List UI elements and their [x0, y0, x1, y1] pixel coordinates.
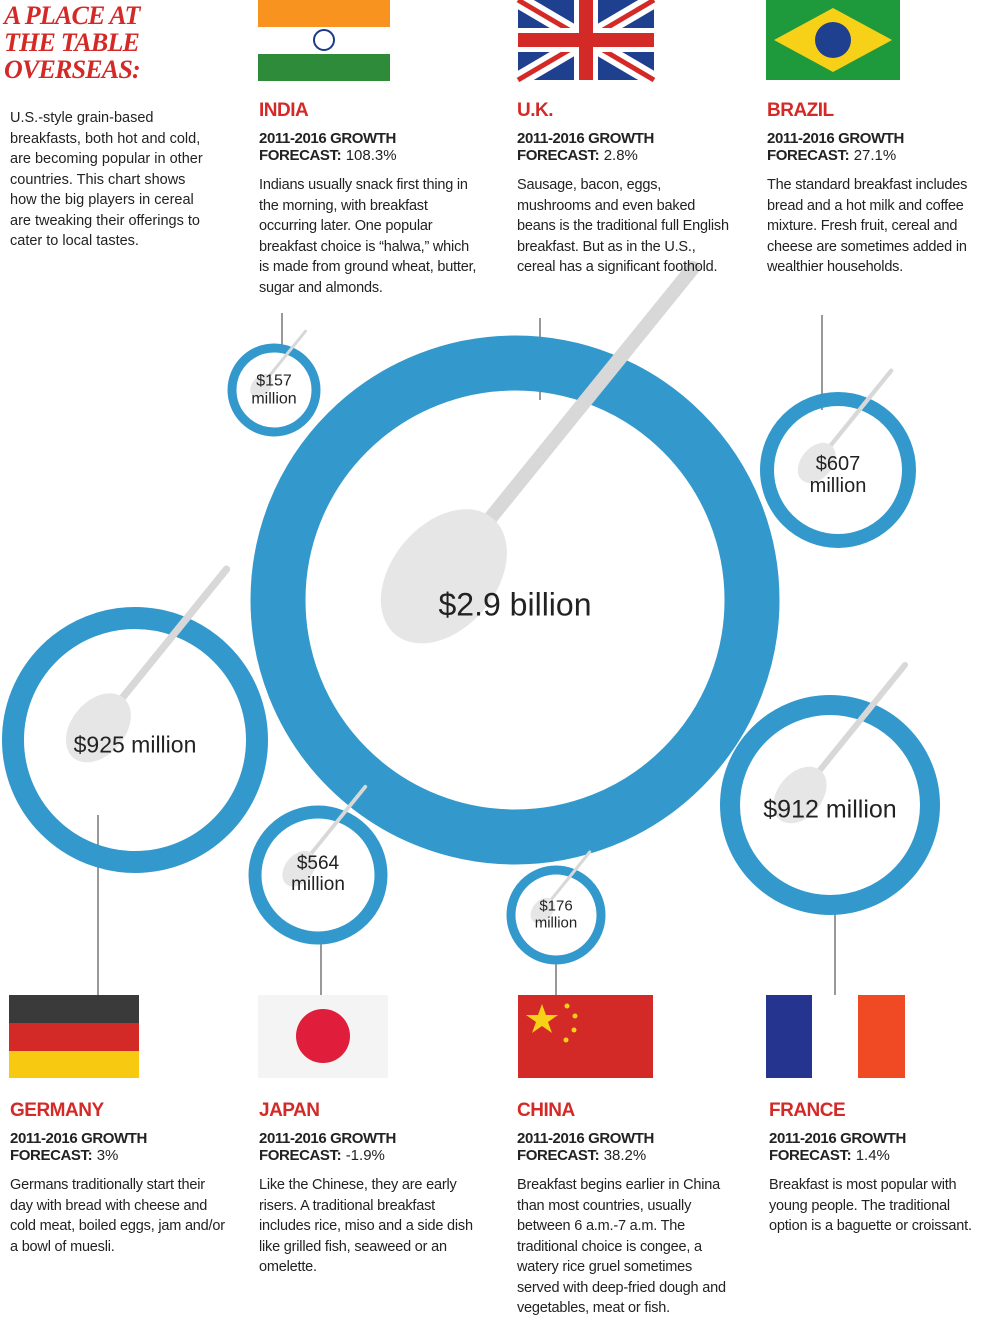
forecast-label: FORECAST: — [10, 1147, 93, 1164]
growth-label: 2011-2016 GROWTH — [10, 1130, 147, 1147]
flag-india — [258, 0, 390, 81]
ring — [250, 335, 780, 865]
description: Sausage, bacon, eggs, mushrooms and even… — [517, 177, 729, 275]
description: Germans traditionally start their day wi… — [10, 1177, 225, 1255]
flag-uk — [513, 0, 659, 87]
spoon-bowl — [282, 850, 316, 887]
country-name: GERMANY — [10, 1100, 104, 1121]
forecast-line: FORECAST: 38.2% — [517, 1147, 735, 1165]
forecast-line: FORECAST: 2.8% — [517, 147, 735, 165]
forecast-label: FORECAST: — [769, 1147, 852, 1164]
market-size: $607 million — [809, 453, 867, 497]
forecast-value: 2.8% — [603, 147, 638, 164]
flag-china — [518, 995, 653, 1078]
growth-label: 2011-2016 GROWTH — [517, 1130, 654, 1147]
forecast-label: FORECAST: — [259, 147, 342, 164]
country-block: GERMANY 2011-2016 GROWTH FORECAST: 3% Germa… — [10, 1100, 228, 1257]
market-size: $564 million — [291, 853, 345, 895]
country-block: U.K. 2011-2016 GROWTH FORECAST: 2.8% Sausag… — [517, 100, 735, 278]
ring — [720, 695, 940, 915]
description: Like the Chinese, they are early risers.… — [259, 1177, 473, 1275]
spoon-bowl — [530, 897, 555, 924]
country-block: JAPAN 2011-2016 GROWTH FORECAST: -1.9% Like… — [259, 1100, 477, 1278]
country-block: BRAZIL 2011-2016 GROWTH FORECAST: 27.1% The… — [767, 100, 985, 278]
country-name: U.K. — [517, 100, 554, 121]
country-name: CHINA — [517, 1100, 575, 1121]
description: The standard breakfast includes bread an… — [767, 177, 968, 275]
growth-label: 2011-2016 GROWTH — [517, 130, 654, 147]
country-block: CHINA 2011-2016 GROWTH FORECAST: 38.2% Brea… — [517, 1100, 735, 1319]
growth-label: 2011-2016 GROWTH — [259, 130, 396, 147]
spoon-handle — [484, 261, 700, 525]
market-size: $157 million — [251, 372, 297, 407]
forecast-line: FORECAST: 3% — [10, 1147, 228, 1165]
forecast-value: 108.3% — [345, 147, 397, 164]
flag-brazil — [766, 0, 900, 80]
forecast-value: 27.1% — [853, 147, 897, 164]
flag-germany — [9, 995, 139, 1078]
forecast-line: FORECAST: 27.1% — [767, 147, 985, 165]
market-size: $176 million — [534, 897, 578, 931]
country-block: INDIA 2011-2016 GROWTH FORECAST: 108.3% Ind… — [259, 100, 477, 298]
growth-label: 2011-2016 GROWTH — [769, 1130, 906, 1147]
country-name: BRAZIL — [767, 100, 834, 121]
country-name: INDIA — [259, 100, 309, 121]
forecast-value: 38.2% — [603, 1147, 647, 1164]
spoon-handle — [550, 850, 592, 901]
forecast-label: FORECAST: — [517, 1147, 600, 1164]
spoon-handle — [817, 662, 908, 773]
spoon-bowl — [250, 373, 273, 398]
spoon-handle — [119, 565, 231, 701]
spoon-bowl — [773, 766, 827, 824]
country-name: FRANCE — [769, 1100, 846, 1121]
intro: U.S.-style grain-based breakfasts, both … — [10, 110, 203, 249]
ring — [227, 343, 321, 437]
description: Breakfast is most popular with young peo… — [769, 1177, 972, 1234]
ring — [506, 865, 606, 965]
forecast-value: 1.4% — [855, 1147, 890, 1164]
flag-japan — [258, 995, 388, 1078]
forecast-label: FORECAST: — [517, 147, 600, 164]
growth-label: 2011-2016 GROWTH — [767, 130, 904, 147]
title: A PLACE AT THE TABLE OVERSEAS: — [4, 1, 141, 84]
spoon-bowl — [65, 693, 131, 763]
country-name: JAPAN — [259, 1100, 320, 1121]
market-size: $2.9 billion — [438, 586, 592, 623]
description: Breakfast begins earlier in China than m… — [517, 1177, 726, 1316]
flag-france — [766, 995, 905, 1078]
market-size: $912 million — [763, 795, 897, 824]
description: Indians usually snack first thing in the… — [259, 177, 477, 296]
ring — [760, 392, 916, 548]
forecast-line: FORECAST: 108.3% — [259, 147, 477, 165]
ring — [2, 607, 268, 873]
market-size: $925 million — [73, 731, 197, 758]
spoon-handle — [268, 329, 307, 377]
forecast-line: FORECAST: -1.9% — [259, 1147, 477, 1165]
forecast-value: 3% — [96, 1147, 119, 1164]
forecast-value: -1.9% — [345, 1147, 385, 1164]
spoon-bowl — [797, 442, 836, 483]
spoon-bowl — [380, 509, 507, 644]
spoon-handle — [828, 368, 894, 448]
forecast-label: FORECAST: — [767, 147, 850, 164]
growth-label: 2011-2016 GROWTH — [259, 1130, 396, 1147]
forecast-label: FORECAST: — [259, 1147, 342, 1164]
ring — [248, 805, 388, 945]
country-block: FRANCE 2011-2016 GROWTH FORECAST: 1.4% Brea… — [769, 1100, 987, 1237]
spoon-handle — [309, 784, 368, 855]
forecast-line: FORECAST: 1.4% — [769, 1147, 987, 1165]
